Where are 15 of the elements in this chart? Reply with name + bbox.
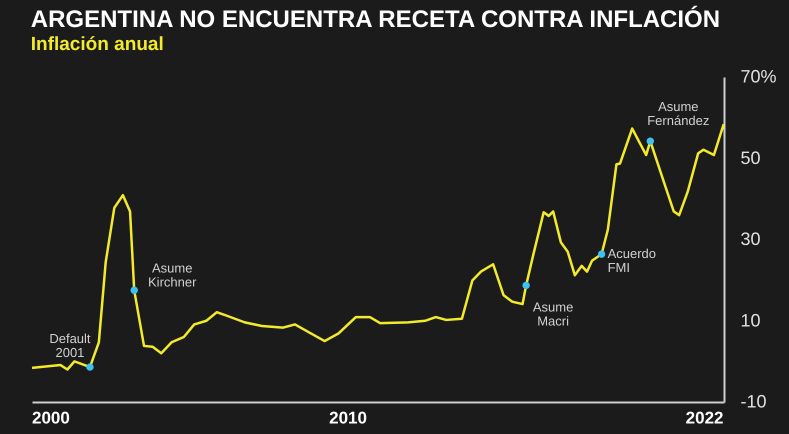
y-tick-label: -10 (740, 392, 767, 412)
y-tick-label: 10 (740, 310, 761, 330)
chart-subtitle: Inflación anual (30, 34, 164, 55)
x-tick-label: 2022 (686, 408, 724, 428)
y-tick-label: 70% (740, 66, 777, 86)
annotation: Asume Macri (532, 299, 574, 328)
annotation: Default 2001 (49, 331, 91, 360)
annotation: Acuerdo FMI (608, 246, 656, 276)
x-tick-label: 2010 (329, 408, 367, 428)
y-tick-label: 50 (740, 148, 761, 168)
annotation: Asume Fernández (647, 99, 710, 128)
annotation: Asume Kirchner (148, 260, 198, 290)
chart-title: ARGENTINA NO ENCUENTRA RECETA CONTRA INFLACIÓN (30, 5, 720, 33)
x-tick-label: 2000 (32, 408, 70, 428)
y-tick-label: 30 (740, 229, 761, 249)
